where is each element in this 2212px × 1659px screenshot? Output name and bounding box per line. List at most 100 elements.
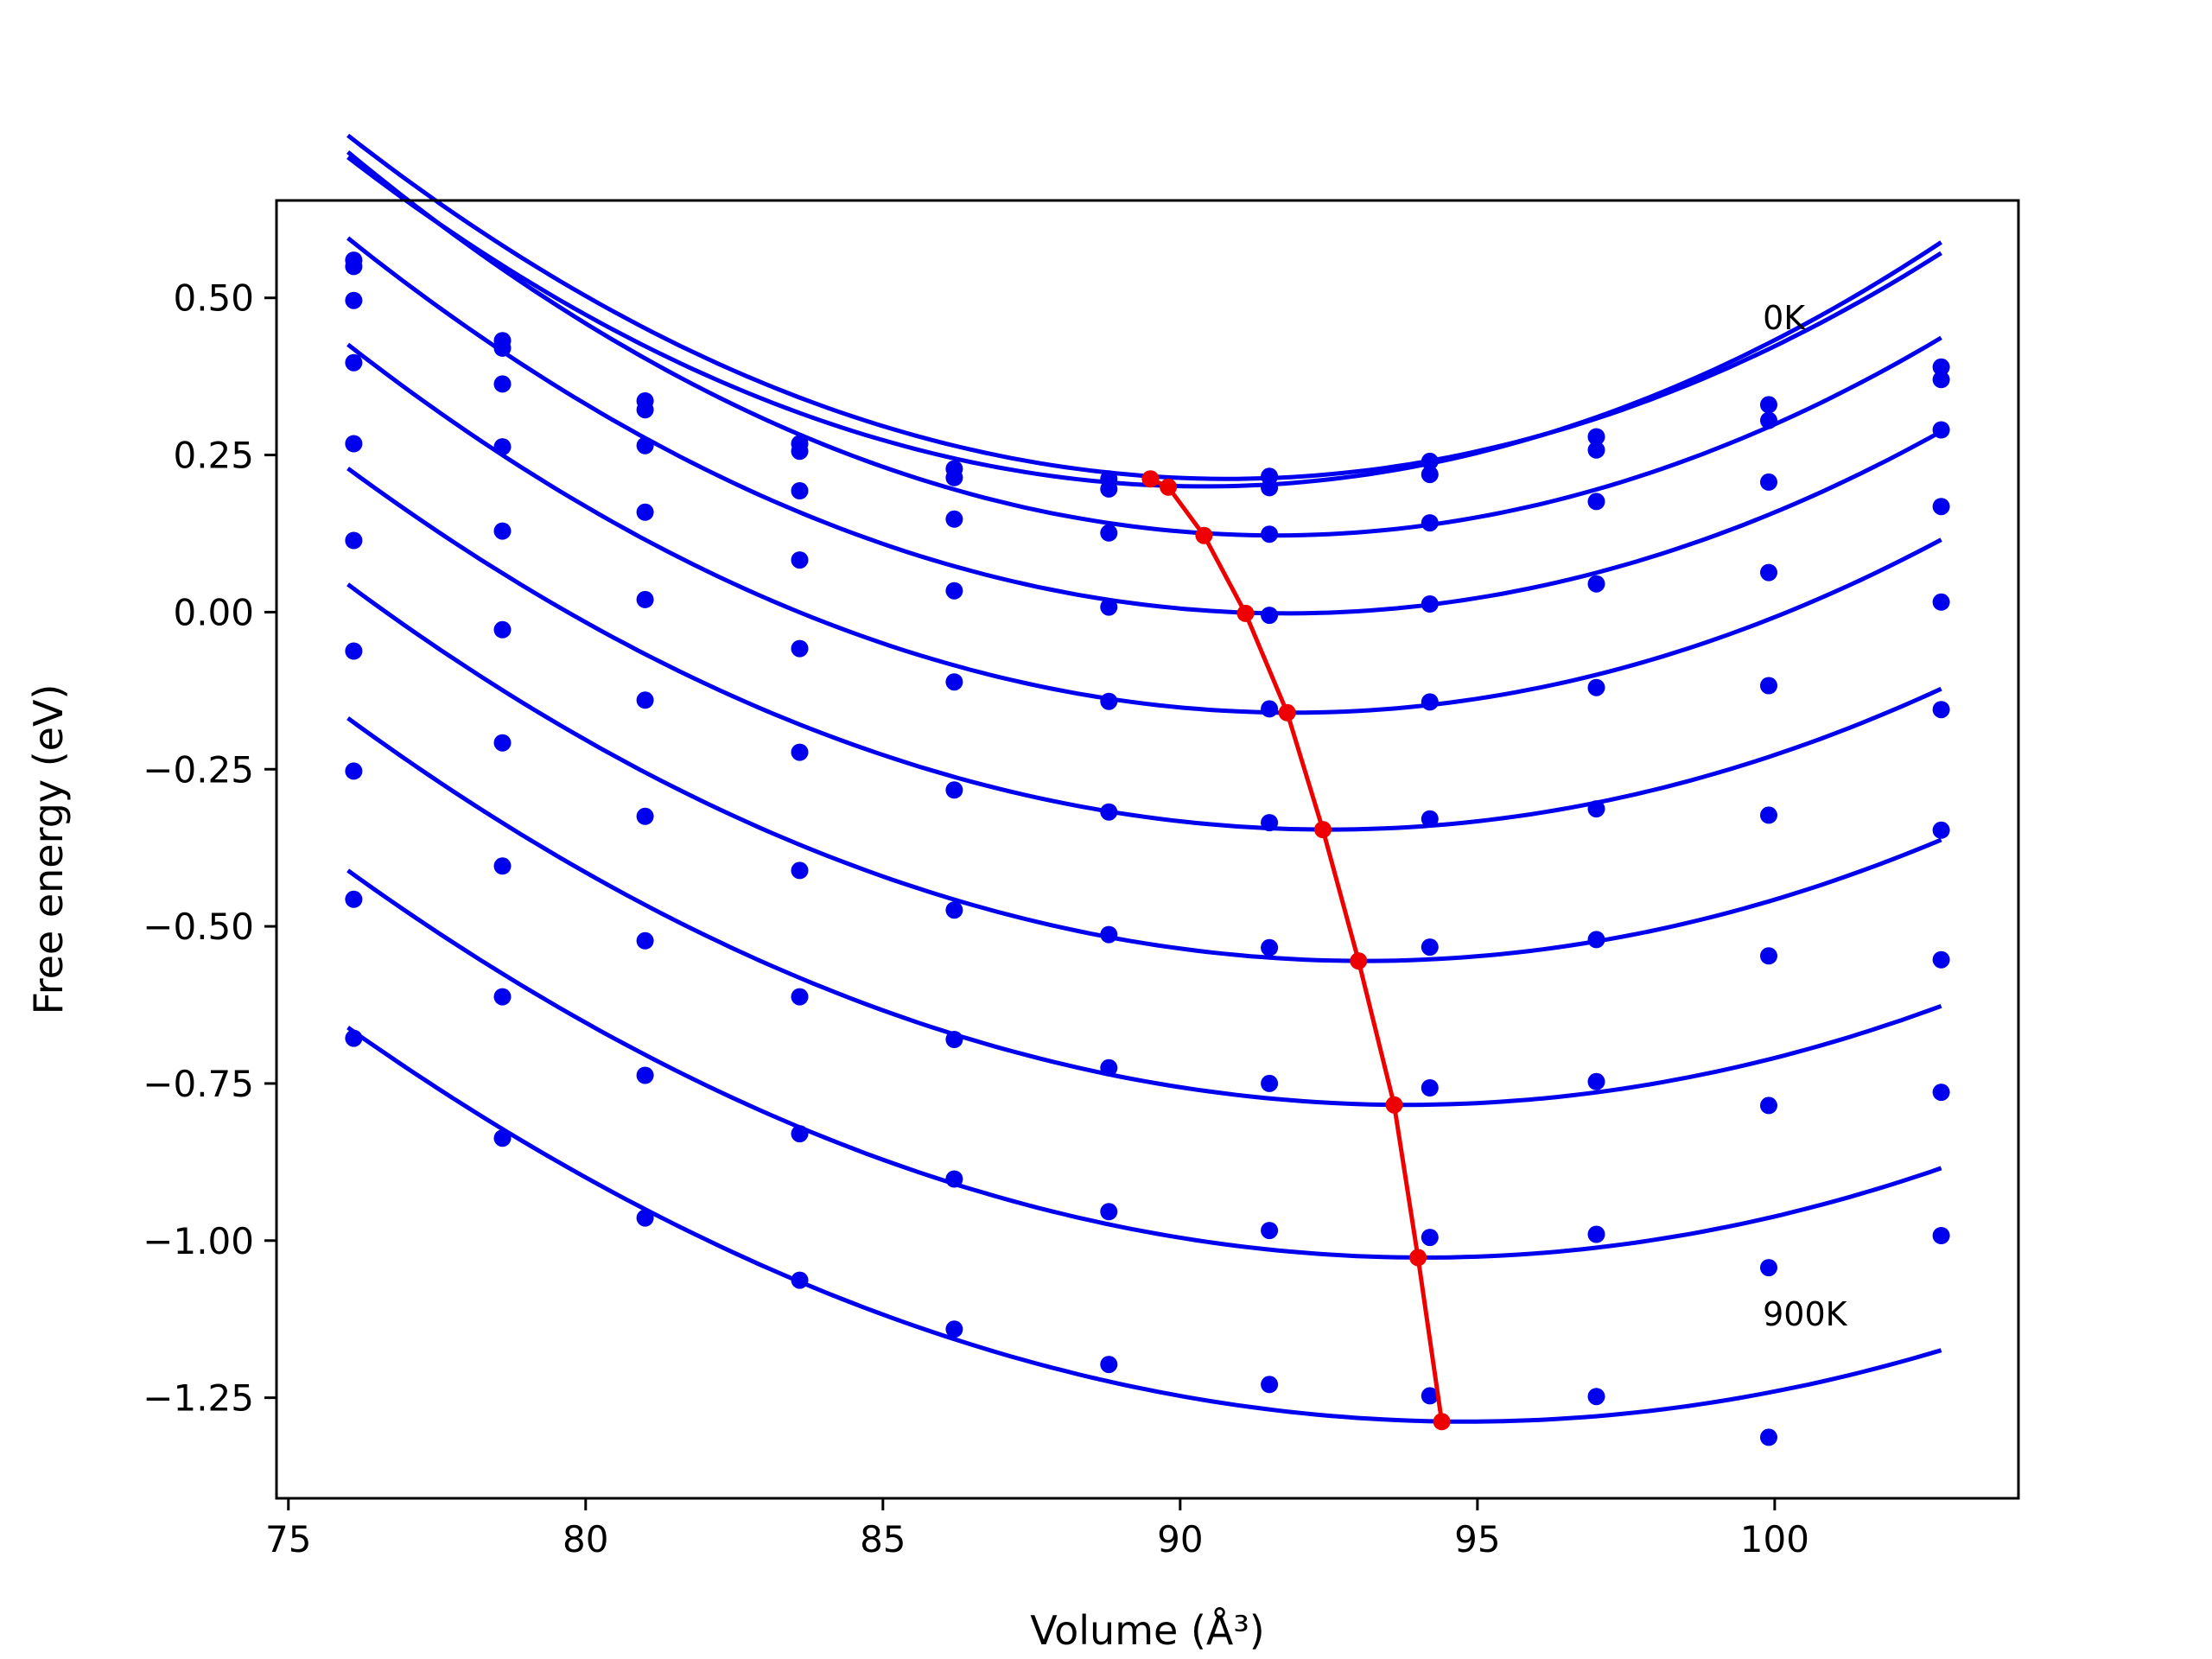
data-point-s5-8: [1587, 800, 1605, 818]
data-point-s1-8: [1587, 441, 1605, 459]
plot-frame: [275, 199, 2020, 1500]
data-point-s8-6: [1261, 1222, 1279, 1240]
annotation-1: 900K: [1763, 1295, 1848, 1333]
data-point-s8-2: [636, 1066, 654, 1084]
y-tick-label-3: −0.25: [143, 748, 254, 791]
data-point-s7-7: [1421, 1079, 1439, 1096]
data-point-s3-10: [1932, 498, 1950, 516]
minima-point-1: [1160, 478, 1178, 496]
data-point-s3-8: [1587, 575, 1605, 593]
data-point-s9-4: [945, 1320, 963, 1338]
data-point-s9-8: [1587, 1388, 1605, 1406]
data-point-s4-5: [1100, 692, 1118, 710]
plot-area: [276, 200, 2018, 1498]
data-point-s4-9: [1760, 677, 1777, 695]
data-point-s3-4: [945, 582, 963, 600]
data-point-s5-6: [1261, 814, 1279, 832]
data-point-s5-2: [636, 691, 654, 709]
data-point-s2-4: [945, 510, 963, 528]
data-point-s4-0: [345, 435, 363, 453]
data-point-s7-6: [1261, 1074, 1279, 1092]
x-axis-label: Volume (Å³): [1030, 1607, 1265, 1654]
minima-point-3: [1236, 604, 1255, 622]
data-point-s6-9: [1760, 947, 1777, 965]
data-point-s7-9: [1760, 1096, 1777, 1115]
data-point-s6-7: [1421, 938, 1439, 957]
data-point-s4-4: [945, 673, 963, 691]
data-point-s4-8: [1587, 678, 1605, 696]
data-point-s4-1: [493, 522, 512, 540]
data-point-s8-10: [1932, 1084, 1950, 1102]
data-point-s7-10: [1932, 950, 1950, 969]
data-point-s9-5: [1100, 1356, 1118, 1374]
data-point-s2-0: [345, 291, 363, 309]
data-point-s2-2: [636, 436, 654, 454]
data-point-s0-9: [1760, 396, 1777, 414]
data-point-s5-4: [945, 781, 963, 799]
data-point-s5-0: [345, 531, 363, 550]
x-tick-label-1: 80: [563, 1518, 608, 1560]
data-point-s1-2: [636, 401, 654, 419]
data-point-s6-3: [791, 861, 809, 880]
x-axis-ticks: 75 80 85 90 95 100: [265, 1498, 1809, 1560]
data-point-s3-5: [1100, 598, 1118, 616]
data-point-s4-2: [636, 590, 654, 608]
data-point-s3-1: [493, 438, 512, 456]
data-point-s7-5: [1100, 1058, 1118, 1077]
data-point-s6-1: [493, 734, 512, 752]
data-point-s4-6: [1261, 700, 1279, 718]
data-point-s1-7: [1421, 466, 1439, 484]
y-axis-ticks: 0.50 0.25 0.00 −0.25 −0.50 −0.75 −1.00 −1.25: [143, 277, 276, 1420]
data-point-s3-0: [345, 353, 363, 372]
data-point-s5-1: [493, 620, 512, 639]
data-point-s8-0: [345, 890, 363, 908]
data-point-s1-5: [1100, 480, 1118, 498]
x-tick-label-0: 75: [265, 1518, 311, 1560]
data-point-s7-1: [493, 857, 512, 875]
fit-curve-5: [346, 467, 1942, 832]
data-point-s3-3: [791, 551, 809, 569]
data-point-s1-6: [1261, 479, 1279, 497]
data-point-s8-7: [1421, 1229, 1439, 1247]
data-point-s7-4: [945, 1031, 963, 1048]
data-point-s2-6: [1261, 525, 1279, 543]
minima-point-5: [1314, 821, 1332, 839]
minima-point-6: [1350, 952, 1368, 970]
data-point-s1-10: [1932, 371, 1950, 389]
data-point-s5-7: [1421, 810, 1439, 828]
data-point-s4-7: [1421, 693, 1439, 711]
minima-point-9: [1433, 1413, 1451, 1431]
data-point-s8-4: [945, 1170, 963, 1188]
data-point-s9-2: [636, 1209, 654, 1227]
minima-point-2: [1195, 526, 1213, 544]
fit-curve-9: [346, 1026, 1942, 1424]
minima-point-4: [1278, 703, 1296, 721]
data-point-s1-4: [945, 468, 963, 486]
data-point-s0-10: [1932, 358, 1950, 376]
y-tick-label-1: 0.25: [173, 435, 254, 477]
data-point-s8-5: [1100, 1203, 1118, 1221]
data-point-s3-2: [636, 503, 654, 521]
data-point-s9-7: [1421, 1387, 1439, 1405]
y-tick-label-6: −1.00: [143, 1220, 254, 1262]
data-point-s9-3: [791, 1271, 809, 1289]
data-point-s2-1: [493, 375, 512, 393]
data-point-s1-3: [791, 442, 809, 461]
data-point-s1-0: [345, 257, 363, 276]
data-point-s6-6: [1261, 938, 1279, 957]
data-point-s9-1: [493, 1129, 512, 1147]
data-point-s7-3: [791, 988, 809, 1006]
fit-curve-7: [346, 716, 1942, 1108]
x-tick-label-2: 85: [860, 1518, 906, 1560]
minima-line: [1149, 476, 1445, 1422]
data-point-s2-9: [1760, 473, 1777, 491]
data-point-s7-8: [1587, 1072, 1605, 1090]
fit-curve-4: [346, 342, 1942, 715]
data-point-s2-5: [1100, 524, 1118, 542]
data-point-s8-3: [791, 1125, 809, 1143]
data-point-s8-8: [1587, 1225, 1605, 1243]
data-point-s9-10: [1932, 1227, 1950, 1244]
data-point-s7-0: [345, 762, 363, 780]
data-point-s6-10: [1932, 821, 1950, 839]
